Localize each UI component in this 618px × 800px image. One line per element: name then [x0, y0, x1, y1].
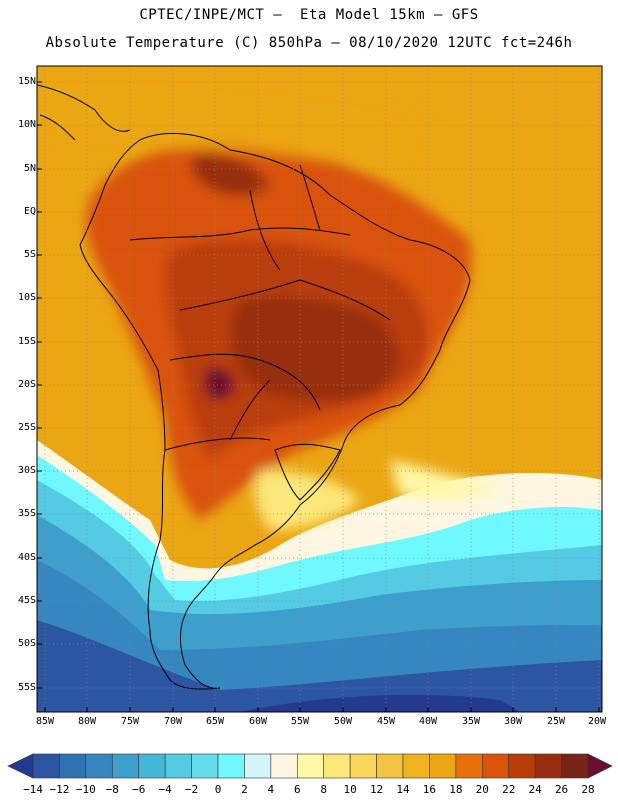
lat-label-45s: 45S — [17, 595, 36, 606]
colorbar-label: 0 — [214, 783, 222, 796]
lon-label-40w: 40W — [418, 716, 438, 727]
colorbar-label: 16 — [422, 783, 437, 796]
lon-label-55w: 55W — [290, 716, 310, 727]
lon-label-85w: 85W — [35, 716, 55, 727]
colorbar-label: −8 — [105, 783, 119, 796]
colorbar-label: 8 — [320, 783, 328, 796]
colorbar-label: 24 — [528, 783, 542, 796]
colorbar-label: 4 — [267, 783, 275, 796]
colorbar-cell — [323, 753, 351, 779]
lon-label-80w: 80W — [77, 716, 97, 727]
colorbar-cells — [7, 753, 613, 779]
colorbar-cell — [111, 753, 140, 779]
colorbar-cell — [217, 753, 245, 779]
lon-label-50w: 50W — [333, 716, 353, 727]
colorbar-cell — [376, 753, 404, 779]
axis-ticks — [37, 81, 600, 712]
colorbar-label: 2 — [241, 783, 248, 796]
lon-label-75w: 75W — [120, 716, 140, 727]
lat-label-15n: 15N — [17, 76, 36, 87]
lat-label-35s: 35S — [17, 508, 36, 519]
lon-label-25w: 25W — [546, 716, 566, 727]
colorbar-label: −10 — [75, 783, 96, 796]
lat-label-5n: 5N — [23, 163, 36, 174]
colorbar-cell — [85, 753, 113, 779]
lat-label-25s: 25S — [17, 422, 36, 433]
lon-label-60w: 60W — [248, 716, 268, 727]
colorbar-cell — [508, 753, 536, 779]
colorbar-cell — [244, 753, 272, 779]
colorbar-label: 18 — [449, 783, 463, 796]
colorbar-cell — [270, 753, 298, 779]
colorbar-label: −6 — [132, 783, 146, 796]
colorbar-cell — [32, 753, 60, 779]
colorbar-label: 26 — [554, 783, 569, 796]
title-line-1: CPTEC/INPE/MCT – Eta Model 15km – GFS — [139, 7, 479, 23]
lat-label-10n: 10N — [17, 119, 36, 130]
colorbar-label: 28 — [581, 783, 595, 796]
colorbar-label: 12 — [369, 783, 384, 796]
colorbar-cell — [164, 753, 192, 779]
lon-label-35w: 35W — [461, 716, 481, 727]
colorbar-cell — [587, 753, 613, 779]
lat-label-eq: EQ — [23, 206, 36, 217]
colorbar-cell — [534, 753, 562, 779]
lon-label-70w: 70W — [163, 716, 183, 727]
colorbar — [7, 753, 613, 779]
lon-label-65w: 65W — [205, 716, 225, 727]
colorbar-label: 20 — [475, 783, 489, 796]
colorbar-cell — [481, 753, 510, 779]
colorbar-label: −2 — [184, 783, 199, 796]
coastlines — [37, 84, 471, 690]
colorbar-label: −12 — [49, 783, 70, 796]
lon-label-20w: 20W — [587, 716, 607, 727]
colorbar-cell — [455, 753, 483, 779]
colorbar-cell — [191, 753, 219, 779]
colorbar-label: 10 — [343, 783, 357, 796]
temperature-field — [37, 66, 602, 712]
lon-label-30w: 30W — [503, 716, 523, 727]
colorbar-label: −14 — [23, 783, 43, 796]
colorbar-cell — [561, 753, 589, 779]
colorbar-cell — [138, 753, 166, 779]
lat-label-20s: 20S — [17, 379, 36, 390]
colorbar-label: 14 — [396, 783, 410, 796]
colorbar-cell — [429, 753, 457, 779]
colorbar-cell — [402, 753, 430, 779]
colorbar-cell — [349, 753, 377, 779]
colorbar-cell — [59, 753, 87, 779]
lat-label-50s: 50S — [17, 638, 36, 649]
lat-label-40s: 40S — [17, 552, 36, 563]
title-line-2: Absolute Temperature (C) 850hPa – 08/10/… — [45, 35, 573, 51]
lat-label-55s: 55S — [17, 682, 36, 693]
lon-label-45w: 45W — [376, 716, 396, 727]
colorbar-label: 6 — [293, 783, 301, 796]
colorbar-label: −4 — [158, 783, 172, 796]
colorbar-label: 22 — [502, 783, 516, 796]
lat-label-15s: 15S — [17, 336, 36, 347]
lat-label-10s: 10S — [17, 292, 36, 303]
lat-label-5s: 5S — [23, 249, 36, 260]
colorbar-cell — [296, 753, 325, 779]
colorbar-cell — [7, 753, 34, 779]
map-frame — [36, 65, 603, 713]
lat-label-30s: 30S — [17, 465, 36, 476]
